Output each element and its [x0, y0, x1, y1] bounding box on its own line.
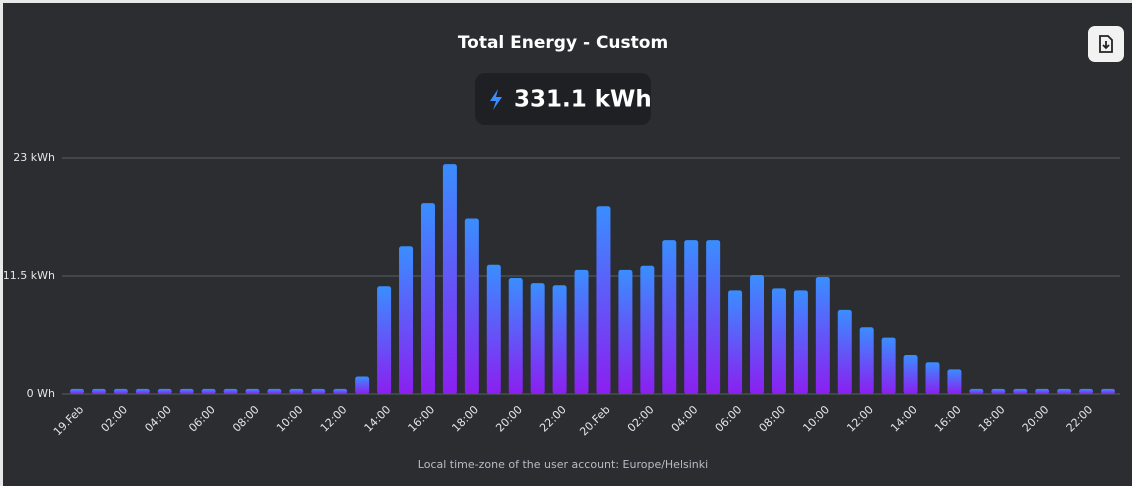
total-badge [475, 73, 651, 125]
bar [333, 388, 348, 394]
bar [552, 285, 567, 394]
bar [508, 278, 523, 394]
bar [596, 206, 611, 394]
bar [70, 388, 84, 394]
bar [837, 309, 852, 394]
bar [947, 369, 962, 394]
footnote: Local time-zone of the user account: Eur… [418, 458, 708, 471]
bar [1035, 388, 1050, 394]
bar [969, 388, 984, 394]
bar [179, 388, 194, 394]
bar [815, 277, 830, 394]
bar [91, 388, 106, 394]
bar [618, 269, 633, 394]
bar [925, 362, 940, 394]
bar [750, 274, 765, 394]
y-tick-label: 23 kWh [13, 151, 55, 164]
bar [640, 265, 655, 394]
bar [991, 388, 1006, 394]
bar [706, 240, 721, 394]
bar [1079, 388, 1094, 394]
bar [728, 290, 743, 394]
bar [113, 388, 128, 394]
bar [311, 388, 326, 394]
bar [442, 164, 457, 394]
y-tick-label: 0 Wh [27, 387, 55, 400]
y-tick-label: 11.5 kWh [3, 269, 55, 282]
bar [662, 240, 677, 394]
bar [574, 269, 589, 394]
bar [793, 290, 808, 394]
bar [464, 218, 479, 394]
bar [771, 288, 786, 394]
bar [135, 388, 150, 394]
bar [486, 264, 501, 394]
bar [1013, 388, 1028, 394]
bar [245, 388, 260, 394]
total-value: 331.1 kWh [514, 87, 652, 113]
download-icon [1099, 35, 1113, 53]
bar [223, 388, 238, 394]
bar [355, 376, 370, 394]
bar [684, 240, 699, 394]
bar [267, 388, 282, 394]
bolt-icon [490, 89, 502, 110]
bar [157, 388, 172, 394]
bar [903, 355, 918, 394]
bar [530, 283, 545, 394]
bar [1101, 388, 1115, 394]
bar [201, 388, 216, 394]
bar [420, 203, 435, 394]
bar [881, 337, 896, 394]
chart-title: Total Energy - Custom [458, 33, 668, 53]
bar [289, 388, 304, 394]
bar [399, 246, 414, 394]
bar [859, 327, 874, 394]
bar [1057, 388, 1072, 394]
bar [377, 286, 392, 394]
